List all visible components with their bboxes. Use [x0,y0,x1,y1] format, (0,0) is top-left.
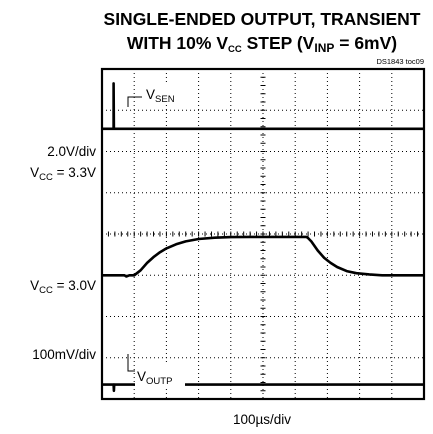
trace-0 [102,82,424,131]
grid [101,68,425,400]
plot-frame [100,67,426,401]
svg-text:VSEN: VSEN [146,87,175,105]
x-axis-label: 100µs/div [233,412,291,427]
voutp-label: VOUTP [127,354,185,387]
chart-title-line-2: WITH 10% VCC STEP (VINP = 6mV) [127,33,397,55]
voutp-leader [127,354,136,372]
svg-text:VOUTP: VOUTP [137,369,172,387]
figure-id: DS1843 toc09 [376,57,424,66]
vsen-leader [127,96,142,107]
traces [102,82,424,393]
vcc-low-label: VCC = 3.0V [30,278,96,296]
trace-1 [102,235,424,278]
vsen-label: VSEN [127,82,183,107]
scale-bottom-label: 100mV/div [32,347,96,362]
scale-top-label: 2.0V/div [47,144,96,159]
chart-title-line-1: SINGLE-ENDED OUTPUT, TRANSIENT [104,9,421,29]
vcc-high-label: VCC = 3.3V [30,165,96,183]
